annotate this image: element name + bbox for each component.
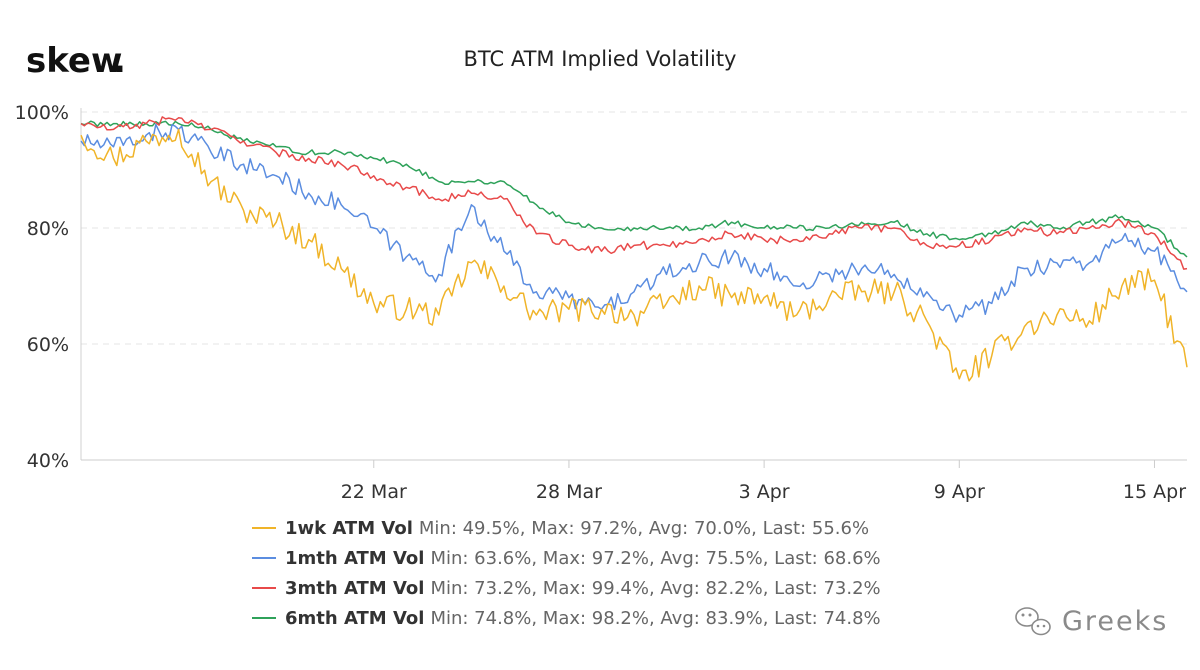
series-lines (80, 116, 1188, 382)
y-axis-ticks: 40% 60% 80% 100% (15, 102, 69, 472)
legend-series-name: 3mth ATM Vol (285, 578, 424, 599)
legend-series-stats: Min: 73.2%, Max: 99.4%, Avg: 82.2%, Last… (430, 578, 880, 599)
legend-label: 1wk ATM Vol Min: 49.5%, Max: 97.2%, Avg: … (285, 518, 869, 539)
legend-series-stats: Min: 74.8%, Max: 98.2%, Avg: 83.9%, Last… (430, 608, 880, 629)
series-line-1 (80, 128, 1188, 382)
legend-label: 6mth ATM Vol Min: 74.8%, Max: 98.2%, Avg:… (285, 608, 881, 629)
legend-label: 3mth ATM Vol Min: 73.2%, Max: 99.4%, Avg:… (285, 578, 881, 599)
chart-title: BTC ATM Implied Volatility (464, 47, 737, 71)
series-line-3 (80, 116, 1188, 270)
x-tick-label: 22 Mar (341, 481, 407, 503)
legend-item: 3mth ATM Vol Min: 73.2%, Max: 99.4%, Avg:… (252, 578, 881, 599)
series-line-4 (80, 120, 1188, 258)
logo-dot: . (113, 41, 126, 81)
logo-text: skew (26, 41, 122, 81)
legend-series-name: 1mth ATM Vol (285, 548, 424, 569)
x-tick-label: 28 Mar (536, 481, 602, 503)
legend-item: 1wk ATM Vol Min: 49.5%, Max: 97.2%, Avg: … (252, 518, 869, 539)
legend-series-name: 1wk ATM Vol (285, 518, 413, 539)
legend-item: 6mth ATM Vol Min: 74.8%, Max: 98.2%, Avg:… (252, 608, 881, 629)
legend-series-name: 6mth ATM Vol (285, 608, 424, 629)
x-tick-label: 3 Apr (739, 481, 790, 503)
y-tick-label: 40% (27, 450, 69, 472)
series-line-2 (80, 123, 1188, 323)
legend: 1wk ATM Vol Min: 49.5%, Max: 97.2%, Avg: … (252, 518, 881, 629)
watermark-text: Greeks (1062, 606, 1168, 637)
x-tick-label: 9 Apr (934, 481, 985, 503)
legend-label: 1mth ATM Vol Min: 63.6%, Max: 97.2%, Avg:… (285, 548, 881, 569)
y-tick-label: 60% (27, 334, 69, 356)
y-tick-label: 100% (15, 102, 69, 124)
legend-series-stats: Min: 63.6%, Max: 97.2%, Avg: 75.5%, Last… (430, 548, 880, 569)
wechat-icon (1015, 607, 1051, 636)
skew-logo: skew . (26, 41, 126, 81)
x-tick-label: 15 Apr (1123, 481, 1186, 503)
legend-item: 1mth ATM Vol Min: 63.6%, Max: 97.2%, Avg:… (252, 548, 881, 569)
watermark: Greeks (1015, 606, 1168, 637)
legend-series-stats: Min: 49.5%, Max: 97.2%, Avg: 70.0%, Last… (419, 518, 869, 539)
x-axis-ticks: 22 Mar 28 Mar 3 Apr 9 Apr 15 Apr (341, 460, 1186, 503)
y-tick-label: 80% (27, 218, 69, 240)
